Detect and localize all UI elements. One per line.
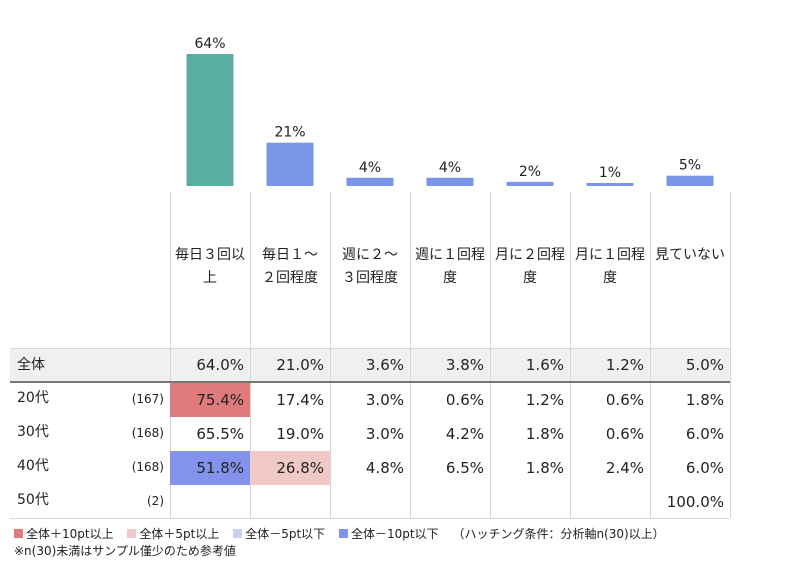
table-cell: 0.6%: [445, 391, 484, 409]
bar-chart: 64% 21% 4% 4% 2% 1% 5%: [186, 36, 714, 186]
legend-swatch: [14, 529, 23, 538]
table-cell: [250, 485, 330, 519]
bar-value-label: 4%: [359, 160, 381, 176]
bar-value-label: 5%: [679, 158, 701, 174]
table-cell: [410, 485, 490, 519]
table-cell: 1.8%: [525, 459, 564, 477]
category-header: 毎日３回以上: [175, 247, 245, 286]
legend-swatch: [233, 529, 243, 538]
category-header: 月に２回程度: [495, 247, 565, 286]
legend-item-plus10: 全体＋10pt以上: [14, 527, 114, 541]
bar-value-label: 1%: [599, 165, 621, 181]
table-cell: 3.8%: [445, 355, 484, 374]
footnote: ※n(30)未満はサンプル僅少のため参考値: [14, 544, 236, 558]
row-sample-size: (2): [147, 494, 164, 508]
table-cell: 2.4%: [605, 459, 644, 477]
legend-item-minus5: 全体－5pt以下: [233, 527, 325, 541]
legend-item-minus10: 全体－10pt以下: [339, 527, 439, 541]
row-label: 30代: [17, 424, 49, 440]
table-cell: 21.0%: [276, 355, 324, 374]
table-cell: 1.2%: [525, 391, 564, 409]
grid-vline: [250, 192, 251, 518]
grid-vline: [730, 192, 731, 518]
category-header: 月に１回程度: [575, 247, 645, 286]
bar: [666, 175, 714, 186]
grid-vline: [410, 192, 411, 518]
grid-hline: [10, 348, 730, 349]
table-cell: 6.0%: [685, 425, 724, 443]
bar-value-label: 2%: [519, 164, 541, 180]
table-cell: 0.6%: [605, 425, 644, 443]
grid-vline: [490, 192, 491, 518]
category-header: 毎日１～ ２回程度: [262, 247, 318, 286]
legend-swatch: [339, 529, 349, 538]
table-cell: 65.5%: [196, 425, 244, 443]
table-cell: 3.0%: [365, 391, 404, 409]
grid-vline: [170, 192, 171, 518]
table-cell: 26.8%: [250, 451, 330, 485]
bar-value-label: 64%: [194, 36, 225, 52]
bar: [586, 183, 634, 186]
table-cell: 0.6%: [605, 391, 644, 409]
grid-vline: [650, 192, 651, 518]
table-cell: 19.0%: [276, 425, 324, 443]
table-cell: 1.2%: [605, 355, 644, 374]
legend-item-plus5: 全体＋5pt以上: [127, 527, 219, 541]
bar: [426, 177, 474, 186]
bar: [346, 177, 394, 186]
row-sample-size: (168): [131, 426, 164, 440]
row-label: 40代: [17, 458, 49, 474]
legend-swatch: [127, 529, 137, 538]
table-cell: 1.8%: [685, 391, 724, 409]
table-cell: [170, 485, 250, 519]
table-cell: 6.0%: [685, 459, 724, 477]
total-row-background: [10, 348, 730, 381]
legend-condition: （ハッチング条件：分析軸n(30)以上）: [452, 527, 665, 541]
table-cell: 5.0%: [685, 355, 724, 374]
table-cell: 100.0%: [666, 493, 724, 511]
category-header: 週に２～ ３回程度: [342, 247, 398, 286]
total-row-label: 全体: [17, 357, 45, 373]
table-cell: 51.8%: [170, 451, 250, 485]
table-cell: [490, 485, 570, 519]
table-cell: [570, 485, 650, 519]
bar: [266, 142, 314, 186]
row-sample-size: (168): [131, 460, 164, 474]
table-cell: 6.5%: [445, 459, 484, 477]
table-cell: 1.8%: [525, 425, 564, 443]
table-cell: 3.6%: [365, 355, 404, 374]
category-header: 見ていない: [655, 247, 725, 263]
table-cell: 1.6%: [525, 355, 564, 374]
legend: 全体＋10pt以上 全体＋5pt以上 全体－5pt以下 全体－10pt以下 （ハ…: [14, 525, 665, 542]
grid-vline: [330, 192, 331, 518]
row-label: 20代: [17, 390, 49, 406]
bar-value-label: 21%: [274, 125, 305, 141]
table-cell: 4.2%: [445, 425, 484, 443]
category-header: 週に１回程度: [415, 247, 485, 286]
table-cell: [330, 485, 410, 519]
table-cell: 17.4%: [276, 391, 324, 409]
table-cell: 3.0%: [365, 425, 404, 443]
table-cell: 4.8%: [365, 459, 404, 477]
bar: [506, 181, 554, 186]
grid-vline: [570, 192, 571, 518]
bar: [186, 54, 234, 186]
grid-hline: [10, 518, 730, 519]
bar-value-label: 4%: [439, 160, 461, 176]
total-separator: [10, 381, 730, 383]
table-cell: 64.0%: [196, 355, 244, 374]
row-sample-size: (167): [131, 392, 164, 406]
row-label: 50代: [17, 492, 49, 508]
table-cell: 75.4%: [170, 383, 250, 417]
